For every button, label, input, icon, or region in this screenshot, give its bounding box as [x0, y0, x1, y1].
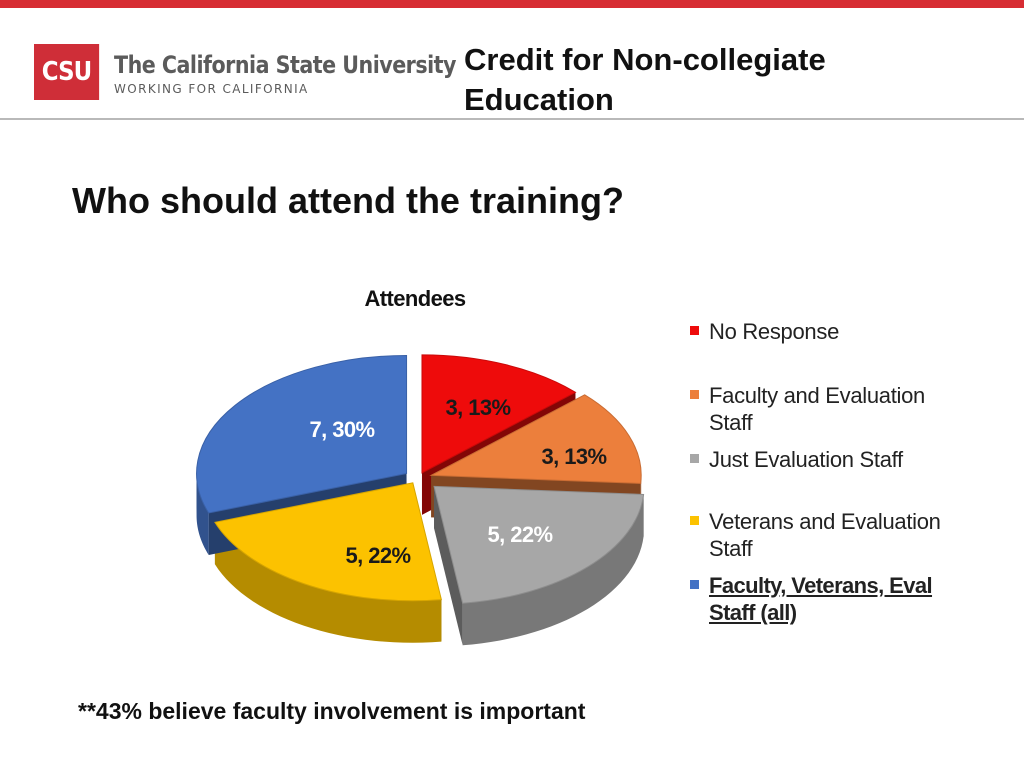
- header-title-line-2: Education: [464, 82, 614, 117]
- pie-slice-veterans-and-evaluation-staff: [214, 482, 443, 602]
- legend-swatch: [690, 390, 699, 399]
- pie-slice-outer-wall: [214, 522, 442, 643]
- logo-name: The California State University: [114, 51, 456, 79]
- legend-item: Veterans and Evaluation Staff: [690, 508, 949, 562]
- pie-slice-just-evaluation-staff: [433, 485, 645, 604]
- pie-data-label: 3, 13%: [446, 395, 511, 420]
- legend-item: No Response: [690, 318, 949, 345]
- legend-swatch: [690, 454, 699, 463]
- pie-slice-faculty-veterans-eval-staff-all: [196, 354, 408, 514]
- legend-label: No Response: [709, 319, 839, 344]
- legend-swatch: [690, 326, 699, 335]
- legend-swatch: [690, 516, 699, 525]
- footnote: **43% believe faculty involvement is imp…: [78, 698, 586, 724]
- pie-data-labels: 3, 13% 3, 13% 5, 22% 5, 22% 7, 30%: [310, 395, 608, 568]
- legend-item: Faculty, Veterans, Eval Staff (all): [690, 572, 949, 626]
- pie-slice-radial-wall: [434, 486, 463, 646]
- chart-title: Attendees: [364, 286, 467, 311]
- logo-tagline: WORKING FOR CALIFORNIA: [114, 82, 309, 96]
- legend-label: Faculty, Veterans, Eval Staff (all): [709, 573, 933, 625]
- pie-slice-no-response: [421, 354, 577, 474]
- pie-data-label: 5, 22%: [346, 543, 411, 568]
- legend-item: Just Evaluation Staff: [690, 446, 949, 473]
- header-divider: [0, 118, 1024, 120]
- pie-top-faces: [196, 354, 645, 604]
- legend-swatch: [690, 580, 699, 589]
- legend-label: Just Evaluation Staff: [709, 447, 903, 472]
- legend-label: Faculty and Evaluation Staff: [709, 383, 925, 435]
- legend-label: Veterans and Evaluation Staff: [709, 509, 941, 561]
- logo-text: The California State University WORKING …: [114, 44, 512, 97]
- slide-header: CSU The California State University WORK…: [0, 8, 1024, 118]
- header-title: Credit for Non-collegiate Education: [464, 40, 924, 120]
- legend-item: Faculty and Evaluation Staff: [690, 382, 949, 436]
- top-accent-bar: [0, 0, 1024, 8]
- slide-title: Who should attend the training?: [72, 180, 624, 221]
- pie-data-label: 7, 30%: [310, 417, 375, 442]
- pie-slice-faculty-and-evaluation-staff: [429, 394, 642, 484]
- pie-slice-outer-wall: [462, 494, 644, 646]
- header-title-line-1: Credit for Non-collegiate: [464, 42, 826, 77]
- pie-data-label: 5, 22%: [488, 522, 553, 547]
- pie-data-label: 3, 13%: [542, 444, 607, 469]
- logo-mark: CSU: [34, 44, 100, 100]
- csu-logo: CSU The California State University WORK…: [34, 44, 512, 100]
